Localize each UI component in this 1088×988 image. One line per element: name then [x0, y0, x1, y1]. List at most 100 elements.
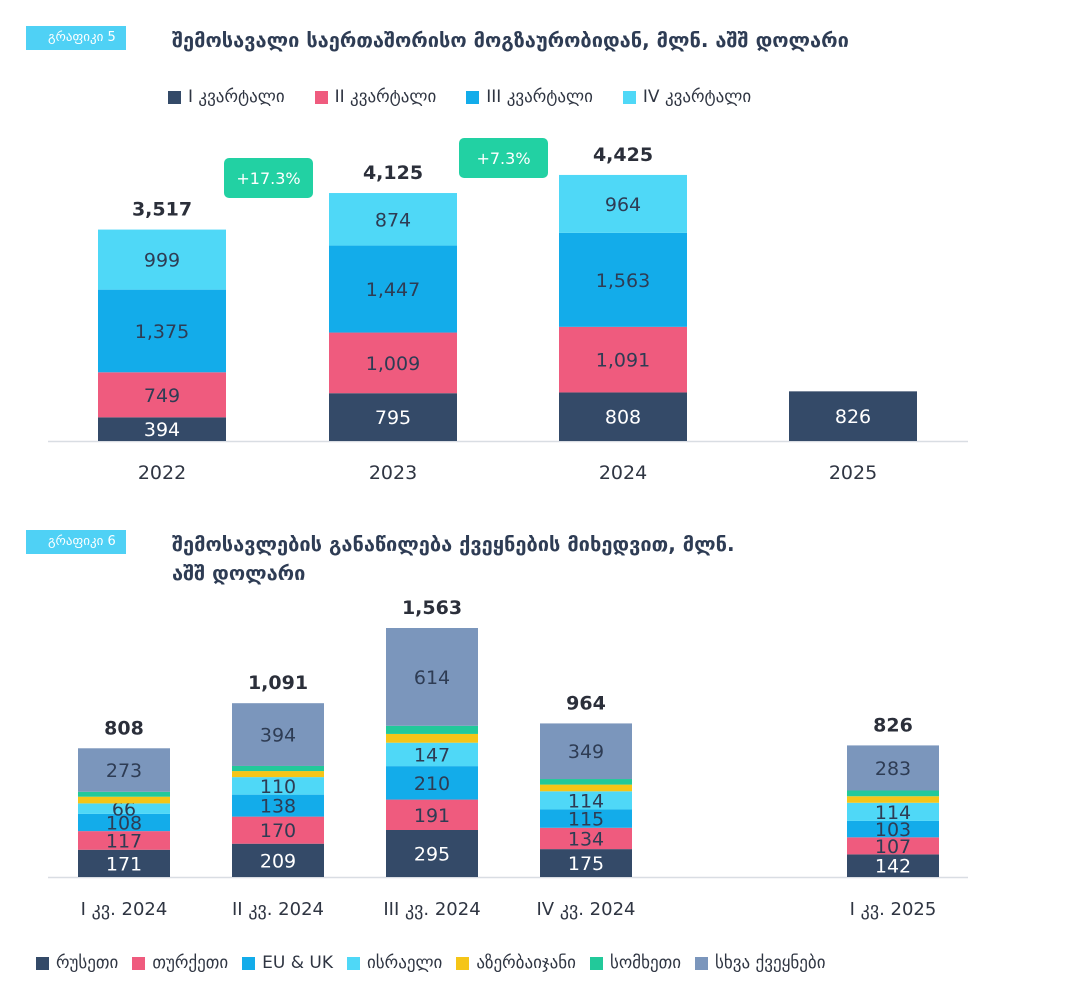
- chart2-data-label: 295: [414, 844, 450, 866]
- chart2-x-tick: III კვ. 2024: [383, 899, 480, 920]
- legend-swatch-q3: [466, 90, 480, 104]
- chart2-data-label: 175: [568, 853, 604, 875]
- chart2-data-label: 273: [106, 760, 142, 782]
- chart1-total-label: 3,517: [132, 199, 192, 221]
- chart1-bar-segment: [98, 417, 226, 441]
- chart2-data-label: 171: [106, 853, 142, 875]
- legend-label-other: სხვა ქვეყნები: [715, 953, 826, 973]
- legend-label-armenia: სომხეთი: [609, 953, 681, 973]
- chart2-data-label: 66: [112, 799, 136, 821]
- chart2-bar-segment: [386, 628, 478, 726]
- chart1-bar-segment: [329, 393, 457, 441]
- legend-item-eu-uk: EU & UK: [242, 953, 333, 973]
- legend-item-q1: I კვარტალი: [168, 87, 285, 107]
- chart2-data-label: 107: [875, 836, 911, 858]
- chart1-total-label: 4,425: [593, 144, 653, 166]
- chart2-data-label: 103: [875, 819, 911, 841]
- chart2-total-label: 1,563: [402, 597, 462, 619]
- legend-label-eu-uk: EU & UK: [262, 953, 333, 973]
- chart2-bar-segment: [847, 802, 939, 821]
- chart2-title-line2: აშშ დოლარი: [172, 561, 306, 585]
- chart1-bar-segment: [559, 326, 687, 393]
- chart1-data-label: 826: [835, 406, 871, 428]
- legend-label-russia: რუსეთი: [56, 953, 119, 973]
- chart2-data-label: 147: [414, 744, 450, 766]
- chart1-bar-segment: [789, 391, 917, 441]
- chart2-x-tick: IV კვ. 2024: [536, 899, 635, 920]
- chart2-total-label: 826: [873, 714, 913, 736]
- chart2-bar-segment: [847, 745, 939, 791]
- chart2-bar-segment: [386, 766, 478, 800]
- chart2-data-label: 114: [568, 790, 604, 812]
- chart2-data-label: 614: [414, 667, 450, 689]
- chart1-bar-segment: [329, 332, 457, 394]
- chart2-tag: გრაფიკი 6: [26, 530, 126, 554]
- chart2-data-label: 191: [414, 805, 450, 827]
- chart2-bar-segment: [847, 837, 939, 855]
- chart2-bar-segment: [540, 784, 632, 792]
- chart2-data-label: 114: [875, 802, 911, 824]
- chart1-bar-segment: [559, 174, 687, 233]
- chart1-bar-segment: [98, 289, 226, 373]
- chart1-bar-segment: [329, 193, 457, 246]
- chart1-data-label: 1,375: [135, 321, 189, 343]
- chart1-legend: I კვარტალი II კვარტალი III კვარტალი IV კ…: [168, 87, 781, 107]
- chart2-total-label: 964: [566, 692, 606, 714]
- chart2-bar-segment: [847, 854, 939, 877]
- chart2-bar-segment: [232, 777, 324, 795]
- legend-swatch-azerbaijan: [456, 956, 470, 970]
- chart2-x-tick: I კვ. 2025: [850, 899, 937, 920]
- chart2-bar-segment: [386, 830, 478, 877]
- legend-swatch-q1: [168, 90, 181, 104]
- chart1-data-label: 394: [144, 419, 180, 441]
- legend-swatch-eu-uk: [242, 956, 256, 970]
- growth-badge-label: +17.3%: [236, 169, 300, 188]
- chart2-data-label: 210: [414, 773, 450, 795]
- chart2-data-label: 108: [106, 813, 142, 835]
- chart2-bar-segment: [540, 809, 632, 828]
- chart2-bar-segment: [232, 816, 324, 844]
- chart2-bar-segment: [78, 803, 170, 814]
- chart2-bar-segment: [78, 813, 170, 832]
- chart2-bar-segment: [540, 791, 632, 810]
- chart2-legend: რუსეთი თურქეთი EU & UK ისრაელი აზერბაიჯა…: [36, 953, 840, 973]
- chart2-x-tick: II კვ. 2024: [232, 899, 324, 920]
- legend-item-q4: IV კვარტალი: [622, 87, 751, 107]
- chart2-data-label: 170: [260, 820, 296, 842]
- chart1-data-label: 808: [605, 407, 641, 429]
- chart2-bar-segment: [232, 765, 324, 772]
- legend-label-azerbaijan: აზერბაიჯანი: [476, 953, 576, 973]
- legend-item-armenia: სომხეთი: [589, 953, 681, 973]
- chart2-bar-segment: [232, 843, 324, 877]
- legend-item-turkey: თურქეთი: [132, 953, 228, 973]
- chart2-total-label: 1,091: [248, 672, 308, 694]
- chart2-data-label: 209: [260, 850, 296, 872]
- chart1-bar-segment: [329, 245, 457, 333]
- chart2-bar-segment: [386, 799, 478, 831]
- legend-item-other: სხვა ქვეყნები: [695, 953, 826, 973]
- chart1-x-tick: 2022: [138, 462, 186, 484]
- chart2-data-label: 117: [106, 830, 142, 852]
- legend-swatch-russia: [36, 956, 49, 970]
- legend-item-azerbaijan: აზერბაიჯანი: [456, 953, 576, 973]
- chart2-bar-segment: [386, 725, 478, 734]
- chart1-data-label: 1,009: [366, 353, 420, 375]
- legend-swatch-armenia: [589, 956, 603, 970]
- chart1-x-tick: 2023: [369, 462, 417, 484]
- legend-swatch-q4: [622, 90, 636, 104]
- legend-item-israel: ისრაელი: [346, 953, 442, 973]
- legend-swatch-q2: [314, 90, 328, 104]
- legend-label-turkey: თურქეთი: [152, 953, 229, 973]
- chart2-bar-segment: [847, 796, 939, 803]
- chart2-data-label: 115: [568, 809, 604, 831]
- chart1-title: შემოსავალი საერთაშორისო მოგზაურობიდან, მ…: [172, 28, 849, 52]
- chart2-data-label: 142: [875, 856, 911, 878]
- legend-label-q3: III კვარტალი: [486, 87, 593, 107]
- chart1-x-tick: 2025: [829, 462, 877, 484]
- chart2-total-label: 808: [104, 717, 144, 739]
- chart2-data-label: 134: [568, 828, 604, 850]
- chart2-data-label: 138: [260, 796, 296, 818]
- chart2-data-label: 394: [260, 725, 296, 747]
- chart1-data-label: 874: [375, 209, 411, 231]
- chart1-tag: გრაფიკი 5: [26, 26, 126, 50]
